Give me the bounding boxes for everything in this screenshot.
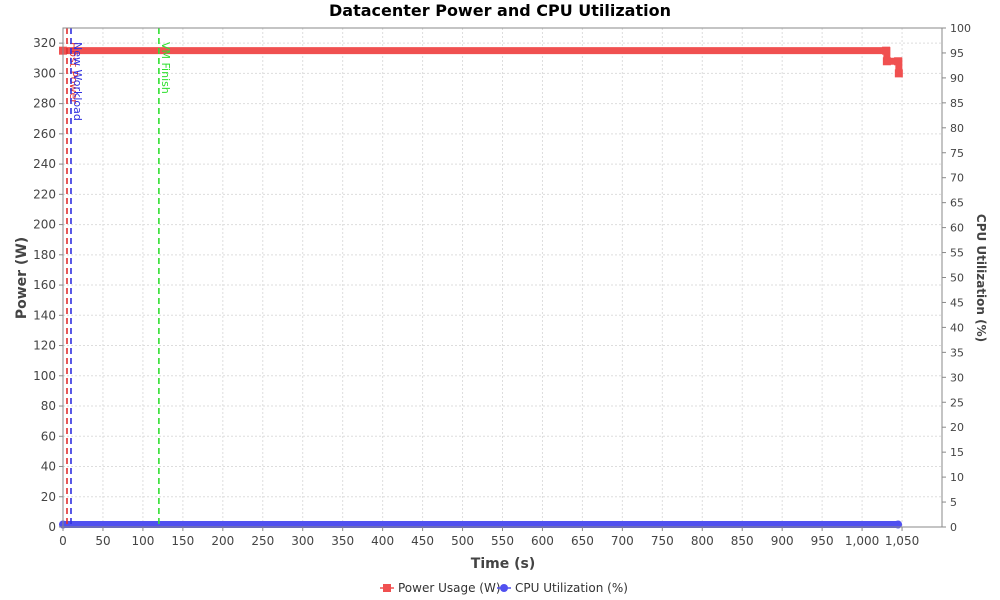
legend-entry-label: Power Usage (W): [398, 581, 501, 595]
x-tick-label: 500: [451, 534, 474, 548]
x-tick-label: 50: [95, 534, 110, 548]
y-tick-label: 200: [33, 218, 56, 232]
y2-tick-label: 60: [950, 222, 964, 235]
x-tick-label: 700: [611, 534, 634, 548]
legend: Power Usage (W) CPU Utilization (%): [380, 581, 628, 595]
x-tick-label: 350: [331, 534, 354, 548]
x-tick-label: 650: [571, 534, 594, 548]
data-point: [882, 46, 891, 55]
x-tick-label: 400: [371, 534, 394, 548]
y2-tick-label: 85: [950, 97, 964, 110]
y-tick-label: 80: [41, 399, 56, 413]
y-tick-label: 40: [41, 460, 56, 474]
y2-axis-label: CPU Utilization (%): [974, 214, 988, 342]
x-tick-label: 800: [691, 534, 714, 548]
y2-tick-label: 55: [950, 247, 964, 260]
x-axis-label: Time (s): [471, 556, 535, 572]
y-tick-label: 60: [41, 429, 56, 443]
y2-tick-label: 70: [950, 172, 964, 185]
x-tick-label: 100: [131, 534, 154, 548]
x-tick-label: 250: [251, 534, 274, 548]
y2-tick-label: 50: [950, 272, 964, 285]
legend-entry-label: CPU Utilization (%): [515, 581, 628, 595]
data-point: [894, 57, 903, 66]
y-tick-label: 300: [33, 66, 56, 80]
data-point: [882, 57, 891, 66]
data-point: [894, 69, 903, 78]
grid: [62, 28, 942, 528]
x-tick-label: 900: [771, 534, 794, 548]
x-tick-label: 1,000: [845, 534, 879, 548]
y2-tick-label: 100: [950, 22, 971, 35]
x-tick-label: 1,050: [885, 534, 919, 548]
legend-swatch-marker: [500, 584, 508, 592]
y-tick-label: 320: [33, 36, 56, 50]
y-tick-label: 120: [33, 339, 56, 353]
y-tick-label: 240: [33, 157, 56, 171]
x-tick-label: 750: [651, 534, 674, 548]
legend-swatch-marker: [383, 584, 391, 592]
x-tick-label: 300: [291, 534, 314, 548]
y-tick-label: 260: [33, 127, 56, 141]
event-marker-label: VM Finish: [159, 42, 172, 94]
y2-tick-label: 20: [950, 421, 964, 434]
x-tick-label: 150: [171, 534, 194, 548]
x-tick-label: 950: [811, 534, 834, 548]
y-tick-label: 280: [33, 97, 56, 111]
x-tick-label: 450: [411, 534, 434, 548]
y2-tick-label: 75: [950, 147, 964, 160]
y2-tick-label: 30: [950, 371, 964, 384]
y-tick-label: 0: [48, 520, 56, 534]
y2-tick-label: 5: [950, 496, 957, 509]
y-tick-label: 100: [33, 369, 56, 383]
y2-tick-label: 95: [950, 47, 964, 60]
y2-tick-label: 25: [950, 396, 964, 409]
chart-title: Datacenter Power and CPU Utilization: [329, 1, 671, 20]
y2-tick-label: 80: [950, 122, 964, 135]
axes: 0 50 100 150 200 250 300 350 400 450 500 550 600 650 7…: [33, 22, 971, 548]
y2-tick-label: 90: [950, 72, 964, 85]
y2-tick-label: 15: [950, 446, 964, 459]
x-tick-label: 850: [731, 534, 754, 548]
y-tick-label: 140: [33, 308, 56, 322]
x-tick-label: 550: [491, 534, 514, 548]
y2-tick-label: 40: [950, 321, 964, 334]
y-tick-label: 160: [33, 278, 56, 292]
y2-tick-label: 65: [950, 197, 964, 210]
x-tick-label: 0: [59, 534, 67, 548]
y-tick-label: 180: [33, 248, 56, 262]
x-tick-label: 200: [211, 534, 234, 548]
event-marker-label: New Workload: [71, 42, 84, 121]
y2-tick-label: 10: [950, 471, 964, 484]
y2-tick-label: 0: [950, 521, 957, 534]
y-tick-label: 220: [33, 187, 56, 201]
y-tick-label: 20: [41, 490, 56, 504]
y2-tick-label: 35: [950, 346, 964, 359]
y2-tick-label: 45: [950, 296, 964, 309]
x-tick-label: 600: [531, 534, 554, 548]
y-axis-label: Power (W): [14, 237, 30, 319]
